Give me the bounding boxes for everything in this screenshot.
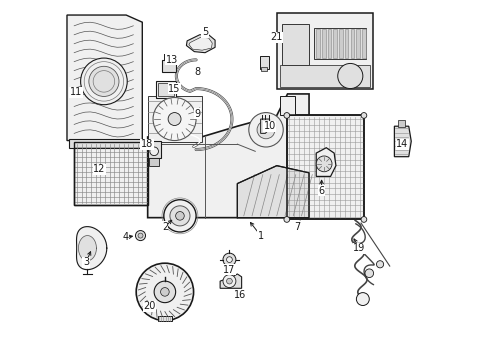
Circle shape xyxy=(136,263,193,320)
Bar xyxy=(261,67,267,71)
Circle shape xyxy=(223,253,235,266)
Text: 7: 7 xyxy=(294,222,300,231)
Circle shape xyxy=(169,206,190,226)
Text: 5: 5 xyxy=(202,27,208,37)
Text: 1: 1 xyxy=(257,231,263,240)
Polygon shape xyxy=(77,227,106,270)
Bar xyxy=(156,81,175,98)
Bar xyxy=(362,30,365,58)
Bar xyxy=(286,116,363,220)
Bar xyxy=(397,121,405,127)
Text: 2: 2 xyxy=(162,222,168,231)
Circle shape xyxy=(138,233,142,238)
Bar xyxy=(327,30,330,58)
Circle shape xyxy=(223,275,235,288)
Text: 13: 13 xyxy=(165,55,178,65)
Bar xyxy=(158,316,172,320)
Bar xyxy=(321,30,325,58)
Circle shape xyxy=(316,156,331,172)
Text: 19: 19 xyxy=(352,243,365,253)
Circle shape xyxy=(135,230,145,240)
Polygon shape xyxy=(186,35,215,53)
Circle shape xyxy=(153,98,196,140)
Text: 16: 16 xyxy=(234,291,246,301)
Bar xyxy=(339,30,342,58)
Bar xyxy=(350,30,353,58)
Polygon shape xyxy=(67,15,142,140)
Text: 21: 21 xyxy=(269,32,282,42)
Text: 6: 6 xyxy=(318,186,324,196)
Bar xyxy=(149,158,159,166)
Polygon shape xyxy=(188,37,212,50)
Circle shape xyxy=(168,113,181,126)
Circle shape xyxy=(89,66,119,96)
Circle shape xyxy=(248,113,283,147)
Bar xyxy=(286,116,363,220)
Circle shape xyxy=(284,113,289,118)
Text: 20: 20 xyxy=(143,301,155,311)
Polygon shape xyxy=(260,119,269,134)
Circle shape xyxy=(284,217,289,222)
Circle shape xyxy=(257,121,274,139)
Polygon shape xyxy=(316,148,335,176)
Bar xyxy=(74,142,147,205)
Bar xyxy=(260,56,268,69)
Polygon shape xyxy=(394,126,410,157)
Bar xyxy=(314,28,366,59)
Circle shape xyxy=(360,113,366,118)
Circle shape xyxy=(376,261,383,268)
Text: 12: 12 xyxy=(93,164,105,174)
Circle shape xyxy=(163,200,196,232)
Circle shape xyxy=(356,293,368,306)
Bar xyxy=(158,83,174,96)
Text: 10: 10 xyxy=(263,121,275,131)
Polygon shape xyxy=(237,166,308,218)
Circle shape xyxy=(337,63,362,89)
Bar xyxy=(333,30,336,58)
Polygon shape xyxy=(220,274,241,288)
Circle shape xyxy=(175,212,184,220)
Polygon shape xyxy=(78,235,96,261)
Bar xyxy=(277,13,372,89)
Bar xyxy=(280,65,369,87)
Text: 15: 15 xyxy=(168,84,181,94)
Bar xyxy=(280,96,294,116)
Text: 14: 14 xyxy=(395,139,407,149)
Circle shape xyxy=(226,257,232,262)
Bar xyxy=(162,60,176,72)
Bar xyxy=(344,30,348,58)
Text: 3: 3 xyxy=(83,257,89,267)
Bar xyxy=(356,30,359,58)
Circle shape xyxy=(360,217,366,222)
Text: 8: 8 xyxy=(194,67,200,77)
Bar xyxy=(316,30,319,58)
Bar xyxy=(147,141,161,158)
Circle shape xyxy=(149,147,158,156)
Text: 11: 11 xyxy=(70,87,82,97)
Bar xyxy=(282,24,308,65)
Circle shape xyxy=(81,58,127,105)
Circle shape xyxy=(160,288,169,296)
Bar xyxy=(148,96,202,142)
Text: 9: 9 xyxy=(194,109,200,119)
Bar xyxy=(74,142,147,205)
Text: 17: 17 xyxy=(223,265,235,275)
Text: 18: 18 xyxy=(141,139,153,149)
Circle shape xyxy=(154,281,175,303)
Circle shape xyxy=(226,278,232,284)
Polygon shape xyxy=(147,94,308,218)
Circle shape xyxy=(364,269,373,278)
Bar xyxy=(69,139,140,148)
Text: 4: 4 xyxy=(122,232,128,242)
